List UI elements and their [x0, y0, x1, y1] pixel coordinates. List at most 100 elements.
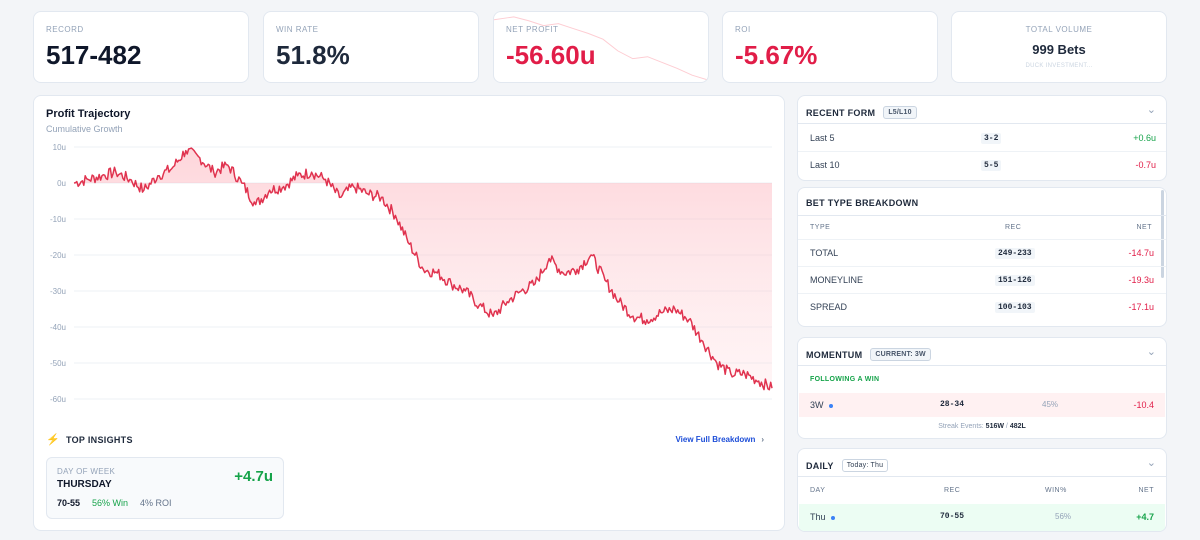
col-rec: REC — [1005, 224, 1022, 231]
view-full-breakdown-link[interactable]: View Full Breakdown › — [675, 435, 764, 444]
cell-type: TOTAL — [810, 248, 839, 258]
profit-line — [73, 147, 773, 391]
insight-details: 70-55 56% Win 4% ROI — [57, 498, 172, 508]
momentum-header: MOMENTUM CURRENT: 3W — [806, 348, 931, 361]
bet-type-title: BET TYPE BREAKDOWN — [806, 198, 919, 208]
momentum-streak: 3W — [810, 400, 833, 410]
stat-label: TOTAL VOLUME — [1025, 25, 1093, 34]
profit-trajectory-card: Profit Trajectory Cumulative Growth 10u 0… — [33, 95, 785, 531]
stat-label: WIN RATE — [276, 25, 319, 34]
divider — [798, 215, 1166, 216]
col-type: TYPE — [810, 224, 831, 231]
row-net: -0.7u — [1135, 160, 1156, 170]
net-profit-sparkline — [494, 16, 708, 81]
chart-title: Profit Trajectory — [46, 108, 131, 120]
y-tick-label: -30u — [50, 287, 66, 296]
stat-label: NET PROFIT — [506, 25, 559, 34]
row-label: Last 5 — [810, 133, 835, 143]
y-tick-label: -50u — [50, 359, 66, 368]
col-day: DAY — [810, 487, 826, 494]
momentum-section-label: FOLLOWING A WIN — [810, 376, 880, 383]
col-net: NET — [1136, 224, 1152, 231]
streak-losses: 482L — [1009, 423, 1026, 430]
dot-icon — [830, 515, 835, 520]
y-tick-label: -20u — [50, 251, 66, 260]
insight-value: +4.7u — [234, 468, 273, 485]
cell-net: -19.3u — [1128, 275, 1154, 285]
momentum-net: -10.4 — [1133, 400, 1154, 410]
cell-rec: 100-103 — [995, 302, 1035, 313]
momentum-title: MOMENTUM — [806, 349, 863, 360]
y-tick-label: -40u — [50, 323, 66, 332]
daily-header: DAILY Today: Thu — [806, 459, 889, 472]
divider — [798, 239, 1166, 240]
profit-chart: 10u 0u -10u -20u -30u -40u -50u -60u — [50, 143, 773, 404]
stat-card-record: RECORD 517-482 — [33, 11, 249, 83]
y-tick-label: 0u — [57, 179, 66, 188]
recent-form-pill: L5/L10 — [883, 106, 917, 119]
stat-label: ROI — [735, 25, 751, 34]
col-net: NET — [1138, 487, 1154, 494]
momentum-row-bg — [799, 393, 1165, 417]
divider — [798, 151, 1166, 152]
row-record: 3-2 — [981, 133, 1002, 144]
stat-value: -5.67% — [735, 40, 818, 70]
insight-record: 70-55 — [57, 498, 81, 508]
stat-card-total-volume: TOTAL VOLUME 999 Bets DUCK INVESTMENT... — [951, 11, 1167, 83]
cell-rec: 151-126 — [995, 275, 1035, 286]
stat-card-net-profit: NET PROFIT -56.60u — [493, 11, 709, 83]
dot-icon — [828, 403, 833, 408]
daily-title: DAILY — [806, 460, 834, 471]
y-tick-label: -10u — [50, 215, 66, 224]
stat-value: -56.60u — [506, 40, 596, 70]
cell-rec: 249-233 — [995, 248, 1035, 259]
stat-subtext: DUCK INVESTMENT... — [1025, 63, 1093, 69]
divider — [798, 123, 1166, 124]
divider — [798, 476, 1166, 477]
col-win: WIN% — [1045, 487, 1067, 494]
lightning-icon: ⚡ — [46, 434, 60, 446]
stat-card-roi: ROI -5.67% — [722, 11, 938, 83]
daily-win: 56% — [1055, 512, 1072, 521]
divider — [798, 266, 1166, 267]
daily-row-bg — [799, 504, 1165, 531]
recent-form-row: Last 5 3-2 +0.6u — [798, 133, 1166, 147]
chart-subtitle: Cumulative Growth — [46, 124, 123, 134]
top-insights-heading: ⚡ TOP INSIGHTS — [46, 433, 133, 446]
scrollbar[interactable] — [1161, 190, 1164, 278]
row-net: +0.6u — [1133, 133, 1156, 143]
stat-card-win-rate: WIN RATE 51.8% — [263, 11, 479, 83]
bet-type-header: BET TYPE BREAKDOWN — [806, 198, 918, 208]
daily-card: DAILY Today: Thu ⌄ DAY REC WIN% NET Thu … — [797, 448, 1167, 532]
cell-net: -17.1u — [1128, 302, 1154, 312]
recent-form-title: RECENT FORM — [806, 107, 876, 118]
insight-win: 56% Win — [92, 498, 129, 508]
daily-day: Thu — [810, 512, 835, 522]
chevron-down-icon[interactable]: ⌄ — [1146, 457, 1156, 469]
stat-value: 51.8% — [276, 40, 350, 70]
recent-form-header: RECENT FORM L5/L10 — [806, 106, 917, 119]
top-insights-label: TOP INSIGHTS — [66, 434, 133, 445]
momentum-pct: 45% — [1042, 400, 1059, 409]
streak-wins: 516W — [985, 423, 1004, 430]
momentum-rec: 28-34 — [940, 400, 965, 409]
chevron-down-icon[interactable]: ⌄ — [1146, 346, 1156, 358]
insight-card-day-of-week[interactable]: DAY OF WEEK THURSDAY +4.7u 70-55 56% Win… — [46, 457, 284, 519]
cell-type: MONEYLINE — [810, 275, 864, 285]
insight-roi: 4% ROI — [140, 498, 172, 508]
streak-events-label: Streak Events: — [938, 423, 984, 430]
momentum-pill: CURRENT: 3W — [870, 348, 931, 361]
y-tick-label: -60u — [50, 395, 66, 404]
insight-title: THURSDAY — [57, 479, 112, 490]
row-record: 5-5 — [981, 160, 1002, 171]
insight-label: DAY OF WEEK — [57, 467, 116, 476]
daily-rec: 70-55 — [940, 512, 965, 521]
chevron-right-icon: › — [761, 435, 764, 444]
streak-label: 3W — [810, 400, 824, 410]
streak-separator: / — [1005, 423, 1008, 430]
daily-net: +4.7 — [1136, 512, 1154, 522]
day-label: Thu — [810, 512, 826, 522]
chevron-down-icon[interactable]: ⌄ — [1146, 104, 1156, 116]
view-full-breakdown-label: View Full Breakdown — [675, 435, 756, 444]
streak-events: Streak Events: 516W / 482L — [798, 423, 1166, 430]
